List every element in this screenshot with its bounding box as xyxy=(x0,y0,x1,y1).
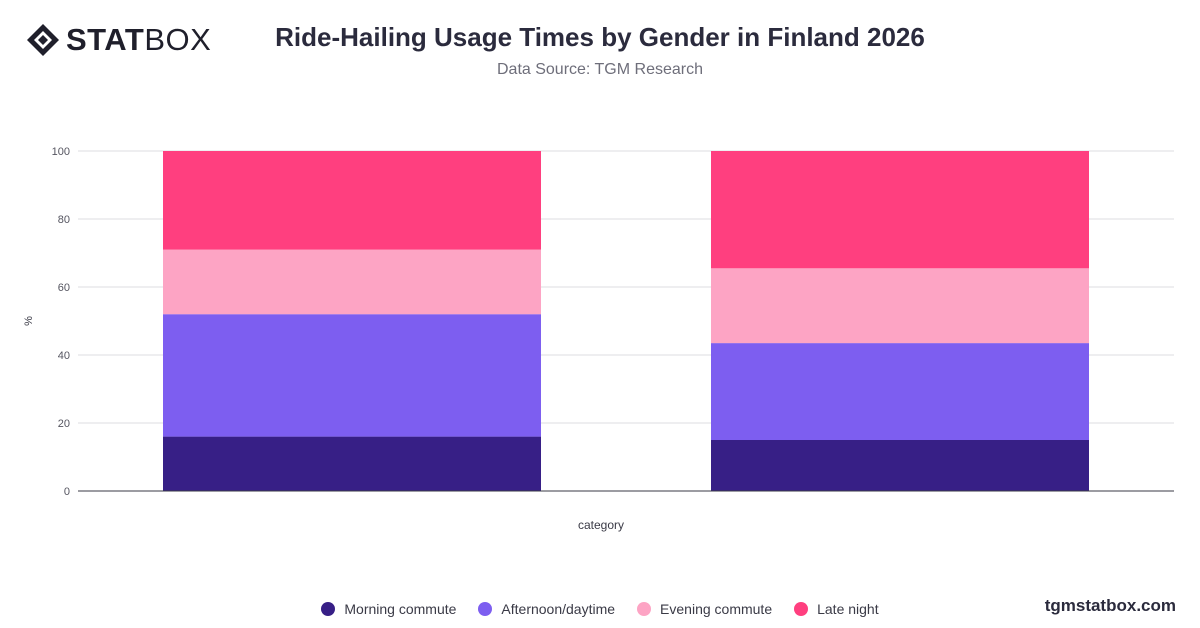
legend-marker-icon xyxy=(321,602,336,616)
legend-marker-icon xyxy=(478,602,493,616)
y-axis-label: % xyxy=(23,316,35,326)
bar-segment xyxy=(711,440,1089,491)
y-tick-label: 40 xyxy=(58,350,70,362)
y-tick-label: 100 xyxy=(52,146,70,158)
legend-label: Afternoon/daytime xyxy=(501,601,616,617)
bar-segment xyxy=(163,314,541,437)
statbox-diamond-icon xyxy=(27,24,59,56)
y-tick-label: 80 xyxy=(58,214,70,226)
logo-wordmark: STATBOX xyxy=(66,22,211,58)
legend-item[interactable]: Evening commute xyxy=(637,601,772,617)
legend-marker-icon xyxy=(794,602,809,616)
legend-label: Evening commute xyxy=(660,601,773,617)
y-tick-label: 20 xyxy=(58,418,70,430)
site-url[interactable]: tgmstatbox.com xyxy=(1044,596,1176,615)
bar-segment xyxy=(163,151,541,250)
bar-segment xyxy=(163,436,541,491)
bar-segment xyxy=(163,249,541,315)
legend-item[interactable]: Late night xyxy=(794,601,879,617)
chart-legend: Morning commute Afternoon/daytime Evening … xyxy=(0,601,1200,617)
legend-item[interactable]: Afternoon/daytime xyxy=(478,601,615,617)
bar-segment xyxy=(711,343,1089,440)
stacked-bar-chart: 0 20 40 60 80 100 category% xyxy=(23,146,1174,532)
bar-segment xyxy=(711,268,1089,344)
y-tick-label: 60 xyxy=(58,282,70,294)
y-tick-label: 0 xyxy=(64,486,70,498)
chart-subtitle: Data Source: TGM Research xyxy=(496,61,703,78)
x-axis-label: category xyxy=(578,518,624,532)
legend-marker-icon xyxy=(637,602,652,616)
legend-item[interactable]: Morning commute xyxy=(321,601,456,617)
chart-title: Ride-Hailing Usage Times by Gender in Fi… xyxy=(275,22,925,52)
logo-light-text: BOX xyxy=(144,22,212,57)
legend-label: Late night xyxy=(817,601,879,617)
legend-label: Morning commute xyxy=(344,601,457,617)
logo: STATBOX xyxy=(26,22,211,58)
logo-bold-text: STAT xyxy=(66,22,145,57)
bar-segment xyxy=(711,151,1089,269)
